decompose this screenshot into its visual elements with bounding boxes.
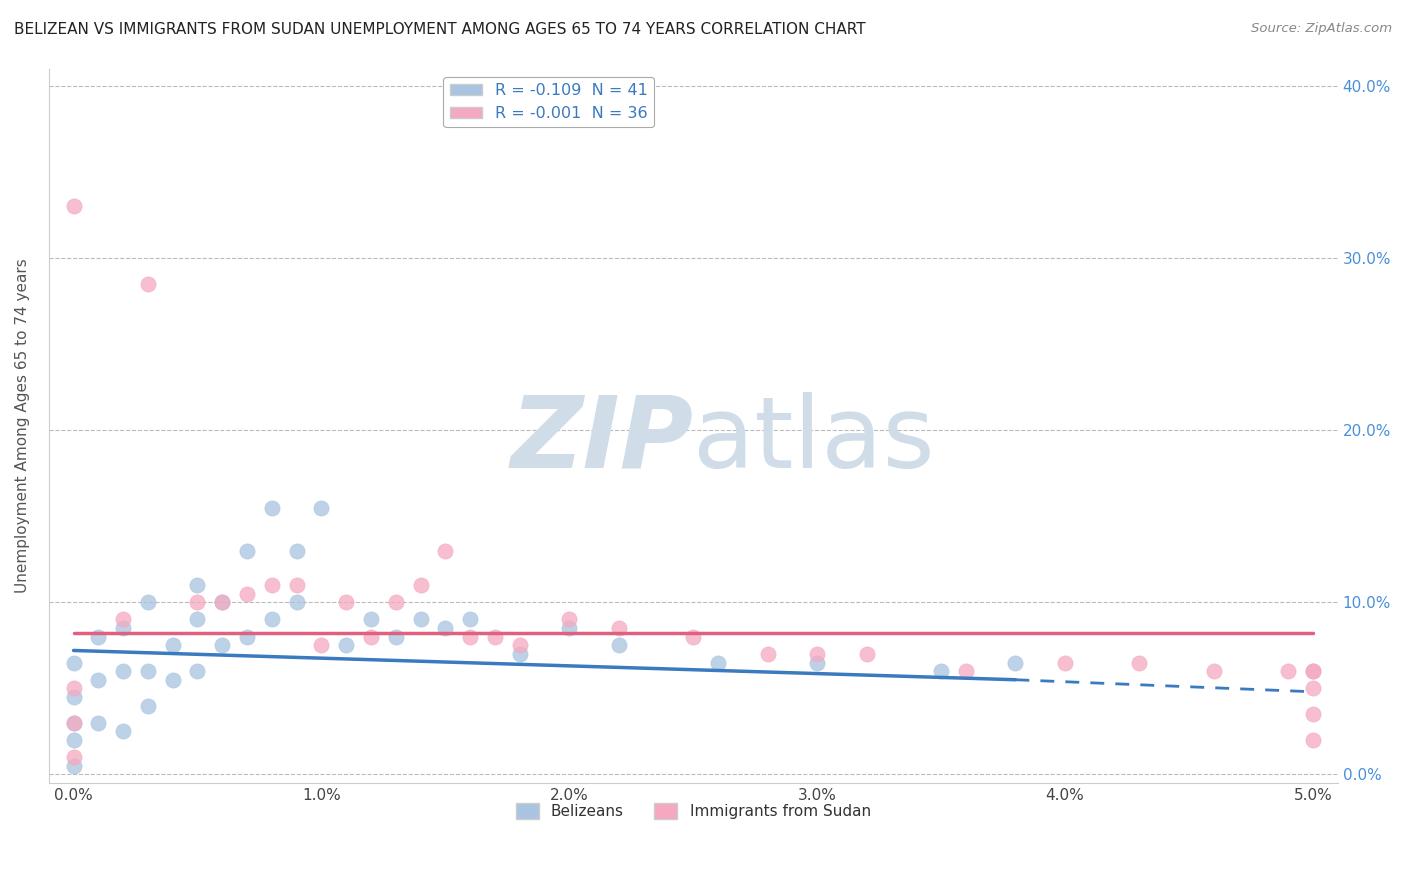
Point [360, 612, 382, 626]
Point [1202, 664, 1225, 678]
Point [285, 595, 308, 609]
Point [335, 638, 357, 652]
Point [311, 638, 333, 652]
Text: atlas: atlas [693, 392, 935, 489]
Point [509, 638, 531, 652]
Text: ZIP: ZIP [510, 392, 693, 489]
Point [236, 587, 259, 601]
Point [211, 638, 233, 652]
Point [186, 595, 208, 609]
Point [260, 612, 283, 626]
Point [409, 578, 432, 592]
Y-axis label: Unemployment Among Ages 65 to 74 years: Unemployment Among Ages 65 to 74 years [15, 259, 30, 593]
Point [62, 715, 84, 730]
Point [285, 578, 308, 592]
Point [384, 595, 406, 609]
Point [335, 595, 357, 609]
Point [162, 673, 184, 687]
Point [806, 647, 828, 661]
Point [62, 715, 84, 730]
Point [929, 664, 952, 678]
Point [682, 630, 704, 644]
Point [260, 578, 283, 592]
Legend: Belizeans, Immigrants from Sudan: Belizeans, Immigrants from Sudan [509, 797, 877, 825]
Point [62, 656, 84, 670]
Point [62, 750, 84, 764]
Point [855, 647, 877, 661]
Point [186, 664, 208, 678]
Point [162, 638, 184, 652]
Point [707, 656, 730, 670]
Point [360, 630, 382, 644]
Point [87, 630, 110, 644]
Point [1302, 707, 1324, 722]
Point [136, 664, 159, 678]
Point [136, 698, 159, 713]
Point [87, 715, 110, 730]
Point [756, 647, 779, 661]
Point [112, 664, 135, 678]
Point [1302, 664, 1324, 678]
Point [112, 621, 135, 635]
Point [434, 621, 457, 635]
Point [484, 630, 506, 644]
Point [62, 690, 84, 704]
Point [806, 656, 828, 670]
Point [211, 595, 233, 609]
Point [186, 612, 208, 626]
Point [62, 759, 84, 773]
Point [62, 681, 84, 696]
Point [1128, 656, 1150, 670]
Point [1004, 656, 1026, 670]
Point [136, 277, 159, 291]
Point [311, 500, 333, 515]
Point [607, 621, 630, 635]
Point [1302, 664, 1324, 678]
Point [186, 578, 208, 592]
Point [458, 630, 481, 644]
Point [87, 673, 110, 687]
Point [260, 500, 283, 515]
Point [211, 595, 233, 609]
Point [409, 612, 432, 626]
Point [509, 647, 531, 661]
Point [558, 621, 581, 635]
Point [458, 612, 481, 626]
Point [62, 199, 84, 213]
Point [1302, 733, 1324, 747]
Point [384, 630, 406, 644]
Point [558, 612, 581, 626]
Point [607, 638, 630, 652]
Point [236, 543, 259, 558]
Text: BELIZEAN VS IMMIGRANTS FROM SUDAN UNEMPLOYMENT AMONG AGES 65 TO 74 YEARS CORRELA: BELIZEAN VS IMMIGRANTS FROM SUDAN UNEMPL… [14, 22, 866, 37]
Point [1053, 656, 1076, 670]
Point [1302, 681, 1324, 696]
Point [434, 543, 457, 558]
Point [136, 595, 159, 609]
Point [112, 612, 135, 626]
Text: Source: ZipAtlas.com: Source: ZipAtlas.com [1251, 22, 1392, 36]
Point [285, 543, 308, 558]
Point [955, 664, 977, 678]
Point [112, 724, 135, 739]
Point [62, 733, 84, 747]
Point [236, 630, 259, 644]
Point [1277, 664, 1299, 678]
